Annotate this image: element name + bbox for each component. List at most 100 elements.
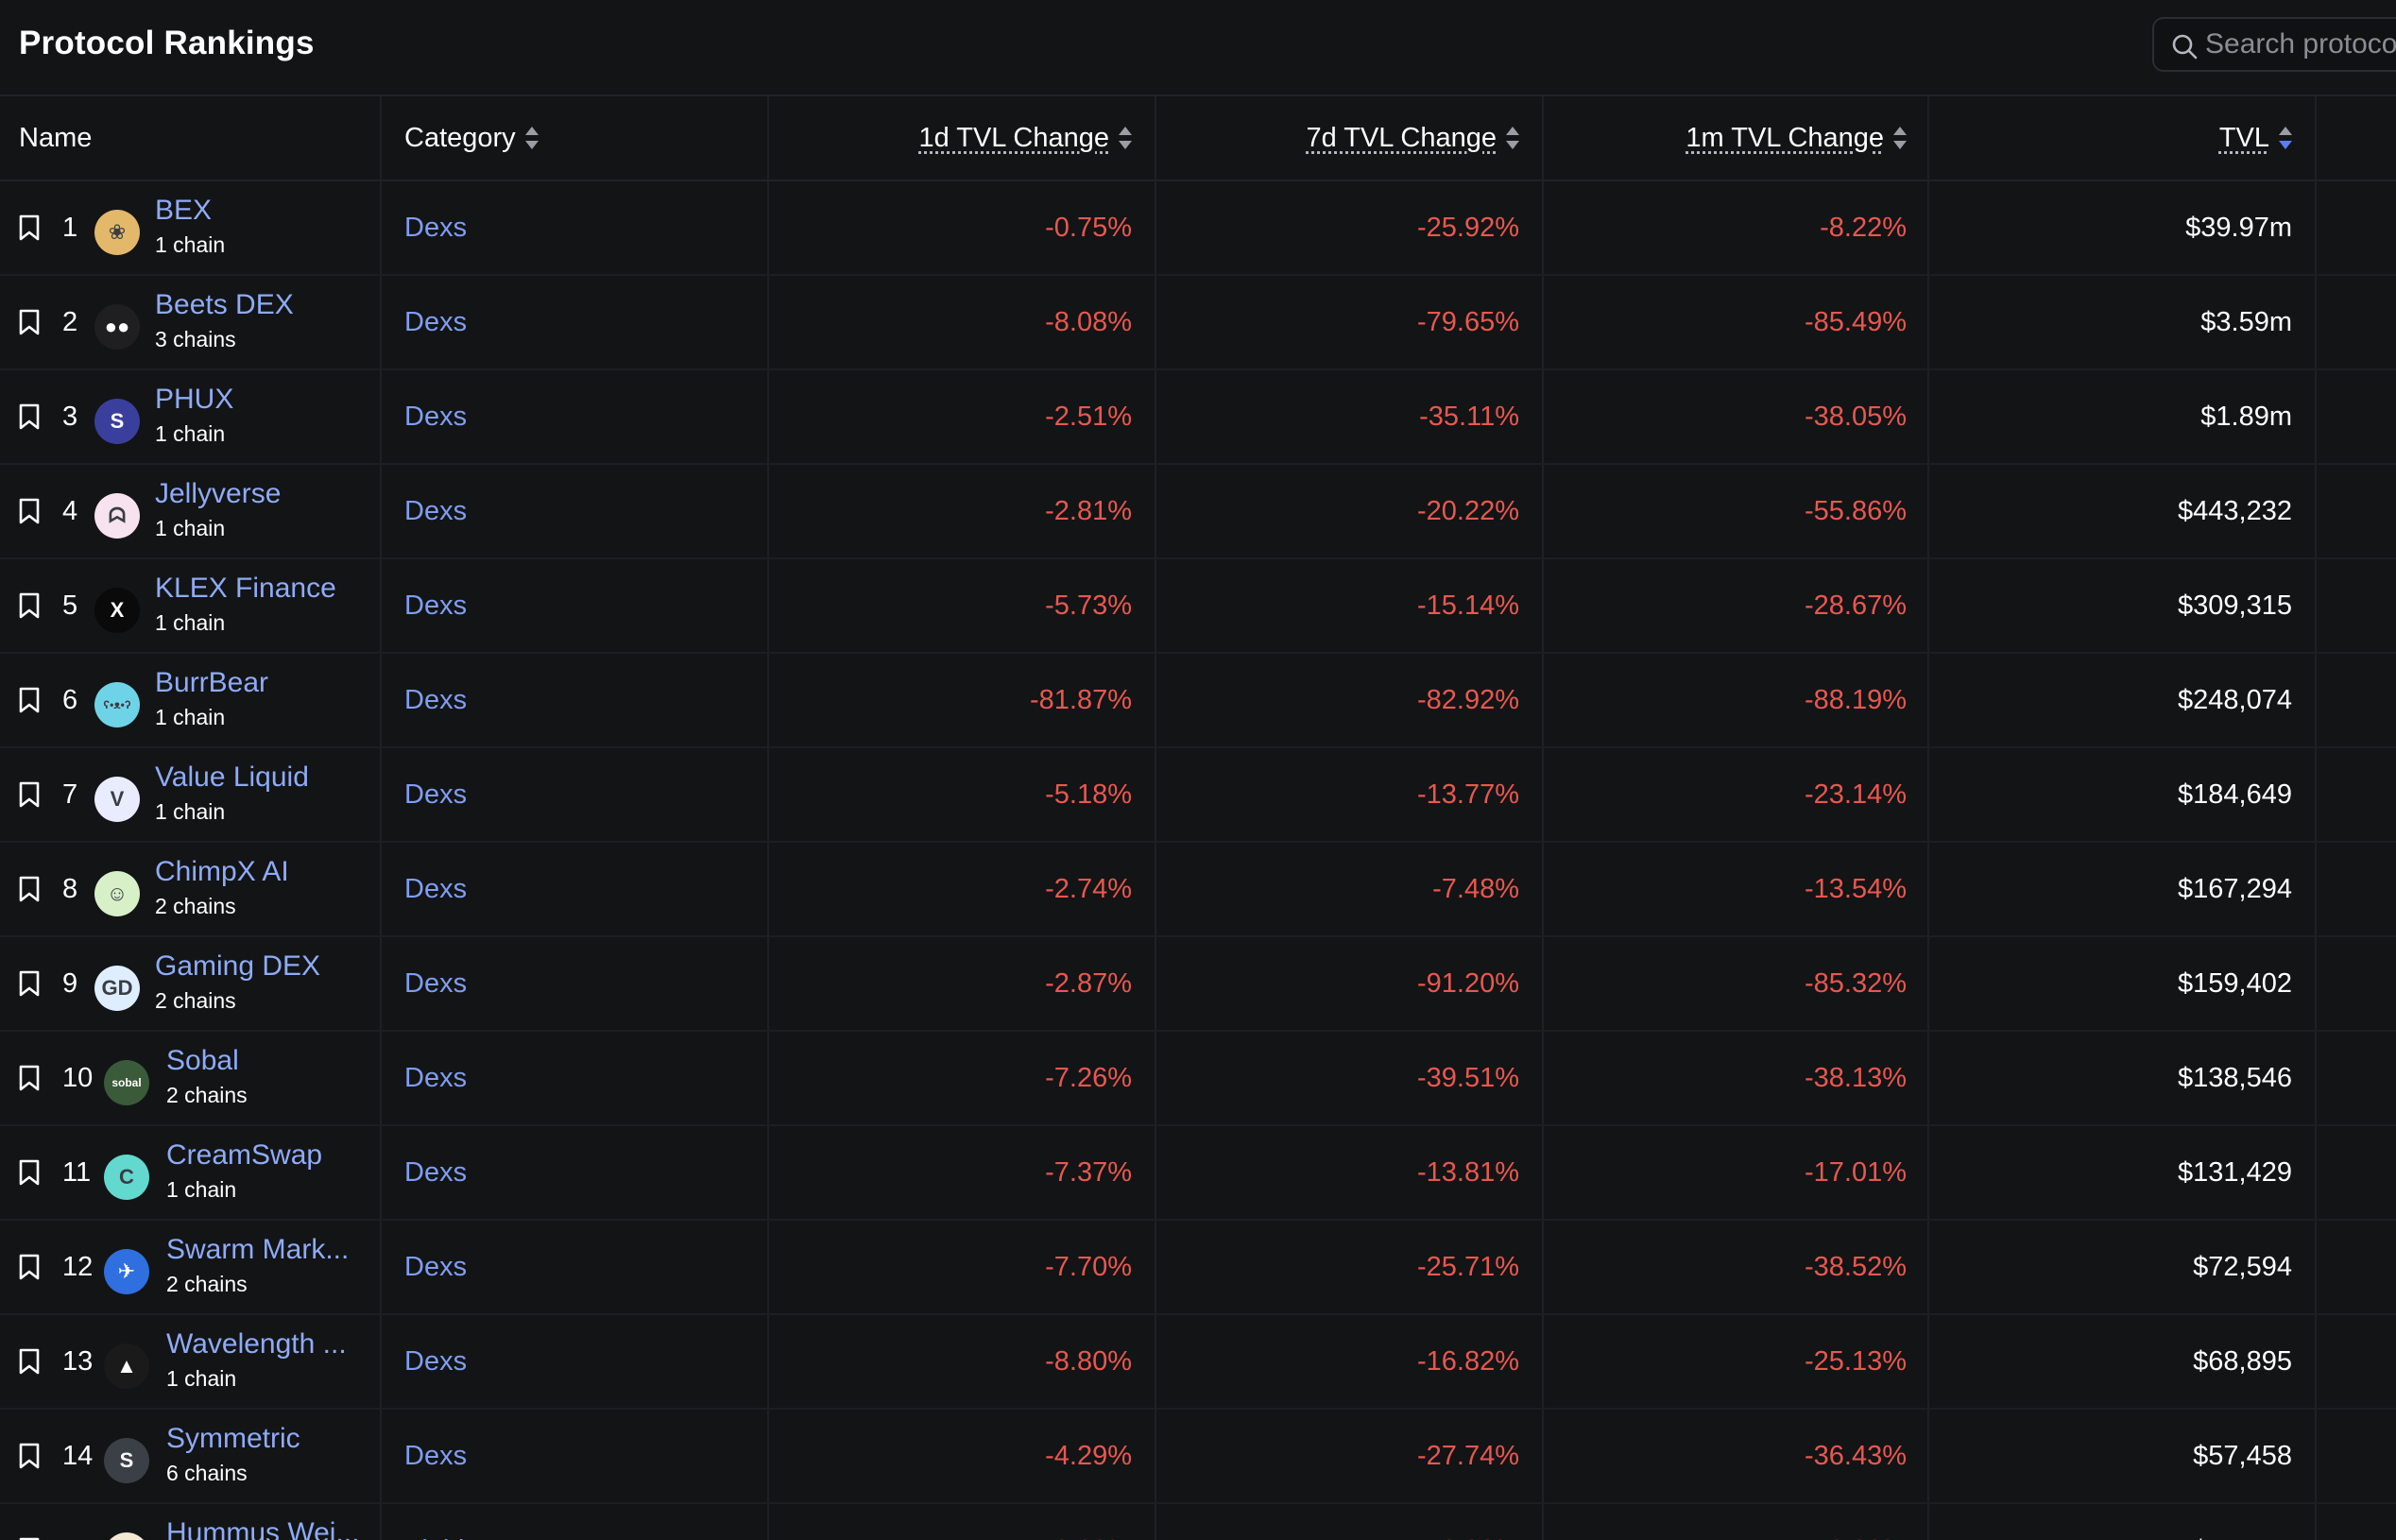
bookmark-icon[interactable]	[17, 780, 42, 809]
protocol-name-link[interactable]: KLEX Finance	[155, 573, 336, 604]
bookmark-icon[interactable]	[17, 308, 42, 336]
protocol-logo-icon: X	[94, 588, 140, 633]
bookmark-icon[interactable]	[17, 1442, 42, 1470]
category-link[interactable]: Dexs	[404, 212, 468, 243]
table-row[interactable]: 14 S Symmetric 6 chains Dexs -4.29% -27.…	[0, 1410, 2396, 1504]
table-row[interactable]: 9 GD Gaming DEX 2 chains Dexs -2.87% -91…	[0, 937, 2396, 1032]
protocol-logo-icon: ●●	[94, 304, 140, 350]
rank-number: 9	[62, 967, 78, 999]
table-row[interactable]: 10 sobal Sobal 2 chains Dexs -7.26% -39.…	[0, 1032, 2396, 1126]
search-box[interactable]	[2152, 17, 2396, 72]
protocol-name-link[interactable]: Sobal	[166, 1045, 239, 1076]
protocol-name-link[interactable]: Hummus Wei...	[166, 1517, 360, 1540]
table-row[interactable]: 7 V Value Liquid 1 chain Dexs -5.18% -13…	[0, 748, 2396, 843]
bookmark-icon[interactable]	[17, 969, 42, 998]
change-1d-value: -5.73%	[1045, 590, 1132, 621]
bookmark-icon[interactable]	[17, 686, 42, 714]
rank-number: 6	[62, 684, 78, 715]
category-link[interactable]: Dexs	[404, 401, 468, 432]
table-row[interactable]: 12 ✈ Swarm Mark... 2 chains Dexs -7.70% …	[0, 1221, 2396, 1315]
table-row[interactable]: 3 S PHUX 1 chain Dexs -2.51% -35.11% -38…	[0, 370, 2396, 465]
rank-number: 7	[62, 779, 78, 810]
change-7d-value: -39.51%	[1416, 1062, 1519, 1093]
protocol-name-link[interactable]: ChimpX AI	[155, 856, 289, 887]
sort-icon[interactable]	[1893, 126, 1907, 150]
protocol-logo-icon: S	[104, 1438, 149, 1483]
protocol-name-link[interactable]: Beets DEX	[155, 289, 294, 320]
category-link[interactable]: Dexs	[404, 1345, 468, 1377]
category-link[interactable]: Dexs	[404, 1440, 468, 1471]
protocol-name-link[interactable]: Value Liquid	[155, 761, 309, 793]
protocol-name-link[interactable]: Gaming DEX	[155, 950, 321, 982]
bookmark-icon[interactable]	[17, 875, 42, 903]
table-row[interactable]: 2 ●● Beets DEX 3 chains Dexs -8.08% -79.…	[0, 276, 2396, 370]
table-row[interactable]: 11 C CreamSwap 1 chain Dexs -7.37% -13.8…	[0, 1126, 2396, 1221]
sort-icon[interactable]	[1119, 126, 1132, 150]
table-row[interactable]: 6 ʕ•ᴥ•ʔ BurrBear 1 chain Dexs -81.87% -8…	[0, 654, 2396, 748]
bookmark-icon[interactable]	[17, 591, 42, 620]
bookmark-icon[interactable]	[17, 1158, 42, 1187]
sort-icon[interactable]	[1506, 126, 1519, 150]
chain-count: 2 chains	[155, 894, 236, 918]
category-link[interactable]: Dexs	[404, 590, 468, 621]
bookmark-icon[interactable]	[17, 497, 42, 525]
category-link[interactable]: Dexs	[404, 1062, 468, 1093]
bookmark-icon[interactable]	[17, 1064, 42, 1092]
bookmark-icon[interactable]	[17, 214, 42, 242]
chain-count: 6 chains	[166, 1461, 248, 1485]
protocol-name-link[interactable]: Wavelength ...	[166, 1328, 347, 1360]
category-link[interactable]: Dexs	[404, 779, 468, 810]
protocol-name-link[interactable]: BurrBear	[155, 667, 269, 698]
column-header-category[interactable]: Category	[404, 96, 744, 180]
bookmark-icon[interactable]	[17, 402, 42, 431]
change-1m-value: -23.14%	[1804, 779, 1907, 810]
table-row[interactable]: 1 ❀ BEX 1 chain Dexs -0.75% -25.92% -8.2…	[0, 181, 2396, 276]
table-row[interactable]: 13 ▲ Wavelength ... 1 chain Dexs -8.80% …	[0, 1315, 2396, 1410]
protocol-name-link[interactable]: Swarm Mark...	[166, 1234, 350, 1265]
category-link[interactable]: Dexs	[404, 967, 468, 999]
change-7d-value: -16.82%	[1416, 1345, 1519, 1377]
change-1d-value: -4.29%	[1045, 1440, 1132, 1471]
tvl-value: $72,594	[2193, 1251, 2292, 1282]
category-link[interactable]: Dexs	[404, 684, 468, 715]
category-link[interactable]: Dexs	[404, 873, 468, 904]
rank-number: 11	[62, 1156, 92, 1188]
rank-number: 2	[62, 306, 78, 337]
protocol-name-link[interactable]: PHUX	[155, 384, 234, 415]
search-input[interactable]	[2205, 19, 2396, 70]
change-1m-value: -8.22%	[1820, 212, 1907, 243]
change-7d-value: -25.92%	[1416, 212, 1519, 243]
protocol-name-link[interactable]: Symmetric	[166, 1423, 300, 1454]
protocol-name-link[interactable]: Jellyverse	[155, 478, 282, 509]
tvl-value: $39.97m	[2185, 212, 2292, 243]
tvl-value: $57,458	[2193, 1440, 2292, 1471]
change-7d-value: -20.22%	[1416, 495, 1519, 526]
table-row[interactable]: 8 ☺ ChimpX AI 2 chains Dexs -2.74% -7.48…	[0, 843, 2396, 937]
change-1m-value: -55.86%	[1804, 495, 1907, 526]
table-row[interactable]: 5 X KLEX Finance 1 chain Dexs -5.73% -15…	[0, 559, 2396, 654]
change-1m-value: -28.67%	[1804, 590, 1907, 621]
change-1d-value: -2.51%	[1045, 401, 1132, 432]
bookmark-icon[interactable]	[17, 1253, 42, 1281]
column-header-7d-change[interactable]: 7d TVL Change	[1155, 96, 1519, 180]
protocol-name-link[interactable]: BEX	[155, 195, 213, 226]
category-link[interactable]: Dexs	[404, 495, 468, 526]
protocol-name-link[interactable]: CreamSwap	[166, 1139, 323, 1171]
sort-icon[interactable]	[2279, 126, 2292, 150]
change-1d-value: -2.81%	[1045, 495, 1132, 526]
bookmark-icon[interactable]	[17, 1347, 42, 1376]
category-link[interactable]: Dexs	[404, 306, 468, 337]
column-header-1m-change[interactable]: 1m TVL Change	[1542, 96, 1907, 180]
category-link[interactable]: Yield	[404, 1504, 464, 1540]
change-1m-value: -17.01%	[1804, 1156, 1907, 1188]
table-row[interactable]: 15 H Hummus Wei... Yield -0.00% -0.00% -…	[0, 1504, 2396, 1540]
sort-icon[interactable]	[524, 126, 539, 150]
column-header-tvl[interactable]: TVL	[1927, 96, 2292, 180]
bookmark-icon[interactable]	[17, 1536, 42, 1540]
category-link[interactable]: Dexs	[404, 1251, 468, 1282]
category-link[interactable]: Dexs	[404, 1156, 468, 1188]
table-row[interactable]: 4 ᗣ Jellyverse 1 chain Dexs -2.81% -20.2…	[0, 465, 2396, 559]
chain-count: 1 chain	[166, 1366, 237, 1391]
column-header-1d-change[interactable]: 1d TVL Change	[767, 96, 1132, 180]
